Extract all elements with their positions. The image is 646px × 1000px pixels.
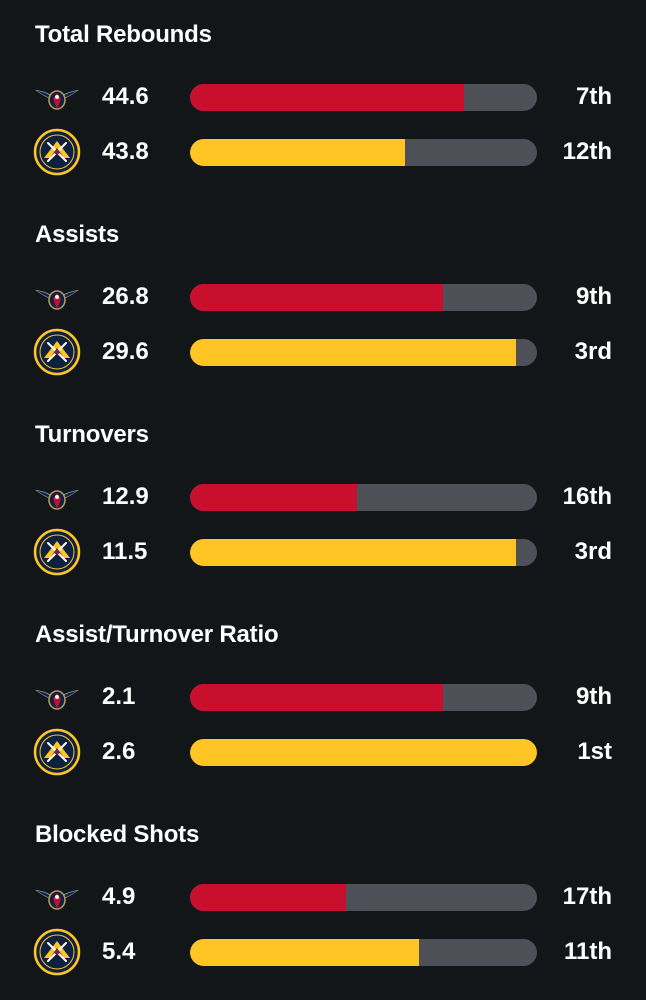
stat-bar-fill (190, 884, 347, 911)
stat-row-nuggets: 2.6 1st (0, 727, 646, 777)
stat-row-pelicans: 26.8 9th (0, 272, 646, 322)
pelicans-logo-icon (33, 73, 81, 121)
league-rank: 3rd (574, 538, 612, 565)
section-title: Total Rebounds (35, 21, 212, 48)
nuggets-logo-icon (33, 928, 81, 976)
stat-bar-track (190, 739, 537, 766)
stat-row-pelicans: 4.9 17th (0, 872, 646, 922)
stat-value: 2.1 (102, 683, 136, 710)
stat-row-nuggets: 43.8 12th (0, 127, 646, 177)
stat-bar-track (190, 139, 537, 166)
stat-bar-fill (190, 539, 517, 566)
pelicans-logo-icon (33, 673, 81, 721)
stat-bar-track (190, 484, 537, 511)
pelicans-logo-icon (33, 873, 81, 921)
stat-bar-track (190, 284, 537, 311)
stat-value: 5.4 (102, 938, 136, 965)
stat-row-nuggets: 29.6 3rd (0, 327, 646, 377)
league-rank: 12th (562, 138, 612, 165)
nuggets-logo-icon (33, 728, 81, 776)
stat-bar-fill (190, 684, 444, 711)
stat-section-turnovers: Turnovers 12.9 16th 11.5 3rd (0, 400, 646, 600)
stat-row-pelicans: 44.6 7th (0, 72, 646, 122)
league-rank: 17th (562, 883, 612, 910)
stat-bar-fill (190, 739, 537, 766)
section-title: Blocked Shots (35, 821, 200, 848)
stat-section-assists: Assists 26.8 9th 29.6 3rd (0, 200, 646, 400)
stat-bar-track (190, 84, 537, 111)
stat-bar-track (190, 684, 537, 711)
stat-section-assist-turnover-ratio: Assist/Turnover Ratio 2.1 9th 2.6 1st (0, 600, 646, 800)
stat-value: 12.9 (102, 483, 149, 510)
stat-section-total-rebounds: Total Rebounds 44.6 7th 43.8 12th (0, 0, 646, 200)
stat-bar-track (190, 939, 537, 966)
stat-row-nuggets: 5.4 11th (0, 927, 646, 977)
stat-value: 11.5 (102, 538, 148, 565)
league-rank: 16th (562, 483, 612, 510)
stat-row-pelicans: 2.1 9th (0, 672, 646, 722)
stat-row-nuggets: 11.5 3rd (0, 527, 646, 577)
stat-bar-track (190, 884, 537, 911)
stat-bar-track (190, 339, 537, 366)
stat-bar-fill (190, 939, 420, 966)
stat-bar-fill (190, 284, 444, 311)
nuggets-logo-icon (33, 328, 81, 376)
league-rank: 9th (576, 683, 612, 710)
league-rank: 9th (576, 283, 612, 310)
league-rank: 7th (576, 83, 612, 110)
stat-value: 4.9 (102, 883, 136, 910)
stat-row-pelicans: 12.9 16th (0, 472, 646, 522)
pelicans-logo-icon (33, 473, 81, 521)
nuggets-logo-icon (33, 528, 81, 576)
nuggets-logo-icon (33, 128, 81, 176)
league-rank: 11th (563, 938, 612, 965)
stat-value: 29.6 (102, 338, 149, 365)
stat-bar-fill (190, 339, 517, 366)
stat-bar-fill (190, 139, 406, 166)
stat-value: 43.8 (102, 138, 149, 165)
stat-bar-fill (190, 484, 357, 511)
section-title: Turnovers (35, 421, 149, 448)
section-title: Assist/Turnover Ratio (35, 621, 279, 648)
section-title: Assists (35, 221, 119, 248)
stat-section-blocked-shots: Blocked Shots 4.9 17th 5.4 11th (0, 800, 646, 1000)
stat-bar-fill (190, 84, 465, 111)
pelicans-logo-icon (33, 273, 81, 321)
stat-bar-track (190, 539, 537, 566)
stat-value: 26.8 (102, 283, 149, 310)
league-rank: 3rd (574, 338, 612, 365)
league-rank: 1st (577, 738, 612, 765)
stat-value: 44.6 (102, 83, 149, 110)
stat-value: 2.6 (102, 738, 136, 765)
